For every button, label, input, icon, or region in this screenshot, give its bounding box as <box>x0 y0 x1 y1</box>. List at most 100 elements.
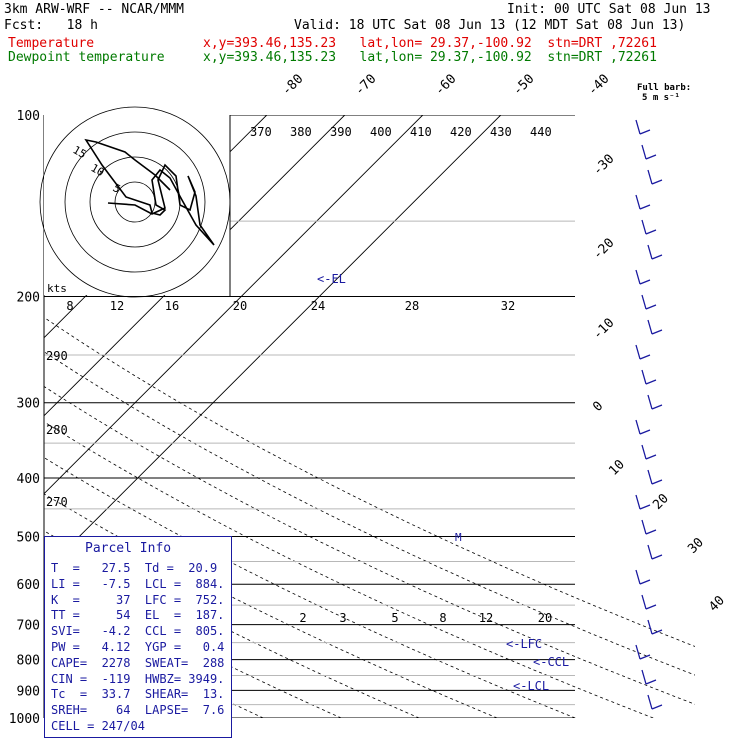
parcel-info-panel: Parcel Info T = 27.5 Td = 20.9 LI = -7.5 … <box>44 536 232 738</box>
hodograph-group <box>39 106 231 298</box>
isotherm-label: -10 <box>590 316 617 343</box>
hodograph-scale-label: 32 <box>501 299 515 313</box>
isotherm <box>44 115 424 495</box>
isotherm-label: -80 <box>279 72 306 99</box>
full-barb-units: 5 m s⁻¹ <box>642 93 680 103</box>
parcel-info-row: K = 37 LFC = 752. <box>51 592 225 607</box>
theta-label: 400 <box>370 125 392 139</box>
hodograph-scale-label: 16 <box>165 299 179 313</box>
wind-barb <box>641 144 657 160</box>
hodograph-ring <box>39 106 231 298</box>
wind-barb <box>635 419 651 435</box>
theta-label: 420 <box>450 125 472 139</box>
parcel-info-row: TT = 54 EL = 187. <box>51 608 225 623</box>
parcel-info-row: T = 27.5 Td = 20.9 <box>51 561 218 575</box>
isotherm-label: -50 <box>510 72 537 99</box>
theta-label: 440 <box>530 125 552 139</box>
wind-barb <box>647 319 663 335</box>
parcel-info-title: Parcel Info <box>85 541 172 556</box>
wind-barb <box>647 169 663 185</box>
wind-barb <box>647 619 663 635</box>
hodograph-scale-label: 12 <box>110 299 124 313</box>
pressure-label: 700 <box>17 619 40 634</box>
isotherm-label: 20 <box>650 491 672 513</box>
pressure-label: 300 <box>17 397 40 412</box>
left-theta-label: 290 <box>46 349 68 363</box>
pressure-label: 400 <box>17 472 40 487</box>
hodograph-scale-label: 20 <box>233 299 247 313</box>
isotherm <box>44 115 346 417</box>
parcel-info-row: Tc = 33.7 SHEAR= 13. <box>51 687 225 702</box>
theta-label: 410 <box>410 125 432 139</box>
parcel-info-row: LI = -7.5 LCL = 884. <box>51 576 225 591</box>
mixing-ratio-label: 5 <box>391 611 398 625</box>
pressure-label: 600 <box>17 578 40 593</box>
wind-barbs <box>635 119 663 710</box>
hodograph-trace <box>84 138 215 246</box>
temperature-location: x,y=393.46,135.23 lat,lon= 29.37,-100.92… <box>203 36 657 51</box>
mixing-ratio-label: 12 <box>479 611 493 625</box>
el-label: <-EL <box>317 272 346 286</box>
parcel-info-row: SREH= 64 LAPSE= 7.6 <box>51 703 225 718</box>
lfc-label: <-LFC <box>506 637 542 651</box>
isotherm-label: 30 <box>685 535 707 557</box>
theta-label: 430 <box>490 125 512 139</box>
wind-barb <box>641 294 657 310</box>
isotherm-label: -30 <box>590 152 617 179</box>
forecast-hour: Fcst: 18 h <box>4 18 98 33</box>
wind-barb <box>647 694 663 710</box>
isotherm-label: -20 <box>590 236 617 263</box>
hodograph-scale-label: 8 <box>66 299 73 313</box>
left-theta-label: 270 <box>46 495 68 509</box>
isotherm-label: -60 <box>432 72 459 99</box>
wind-barb <box>641 519 657 535</box>
wind-barb <box>641 594 657 610</box>
isotherm <box>44 115 502 573</box>
hodograph-ring-label: 15 <box>71 143 89 161</box>
m-marker: M <box>455 531 462 544</box>
isotherm-label: 40 <box>706 593 728 615</box>
valid-time: Valid: 18 UTC Sat 08 Jun 13 (12 MDT Sat … <box>294 18 686 33</box>
theta-label: 370 <box>250 125 272 139</box>
pressure-label: 1000 <box>9 712 40 727</box>
wind-barb <box>647 544 663 560</box>
pressure-label: 900 <box>17 684 40 699</box>
hodograph-scale-label: 24 <box>311 299 325 313</box>
hodograph-ring-label: 10 <box>89 161 107 179</box>
parcel-info-row: PW = 4.12 YGP = 0.4 <box>51 640 225 654</box>
parcel-info-row: CIN = -119 HWBZ= 3949. <box>51 671 225 686</box>
hodograph-scale-label: 28 <box>405 299 419 313</box>
wind-barb <box>635 344 651 360</box>
dewpoint-legend: Dewpoint temperature <box>8 50 165 65</box>
init-time: Init: 00 UTC Sat 08 Jun 13 <box>507 2 711 17</box>
mixing-ratio-label: 3 <box>339 611 346 625</box>
wind-barb <box>635 569 651 585</box>
wind-barb <box>635 644 651 660</box>
wind-barb <box>641 219 657 235</box>
full-barb-label: Full barb: <box>637 83 692 93</box>
grid-group <box>44 115 695 718</box>
wind-barb <box>641 369 657 385</box>
wind-barb <box>635 119 651 135</box>
parcel-info-row: SVI= -4.2 CCL = 805. <box>51 624 225 639</box>
hodograph-ring <box>64 131 206 273</box>
parcel-info-row: CELL = 247/04 <box>51 719 145 733</box>
theta-label: 390 <box>330 125 352 139</box>
parcel-info-row: CAPE= 2278 SWEAT= 288 <box>51 655 225 670</box>
wind-barb <box>635 494 651 510</box>
wind-barb <box>641 444 657 460</box>
hodograph-bg <box>44 115 230 295</box>
lcl-label: <-LCL <box>513 679 549 693</box>
model-title: 3km ARW-WRF -- NCAR/MMM <box>4 2 185 17</box>
pressure-label: 800 <box>17 654 40 669</box>
dewpoint-location: x,y=393.46,135.23 lat,lon= 29.37,-100.92… <box>203 50 657 65</box>
left-theta-label: 280 <box>46 423 68 437</box>
wind-barb <box>647 394 663 410</box>
temperature-legend: Temperature <box>8 36 95 51</box>
pressure-label: 100 <box>17 109 40 124</box>
isotherm-label: -40 <box>585 72 612 99</box>
isotherm-label: -70 <box>352 72 379 99</box>
isotherm-label: 10 <box>606 457 628 479</box>
hodograph-kts-label: kts <box>47 282 67 295</box>
